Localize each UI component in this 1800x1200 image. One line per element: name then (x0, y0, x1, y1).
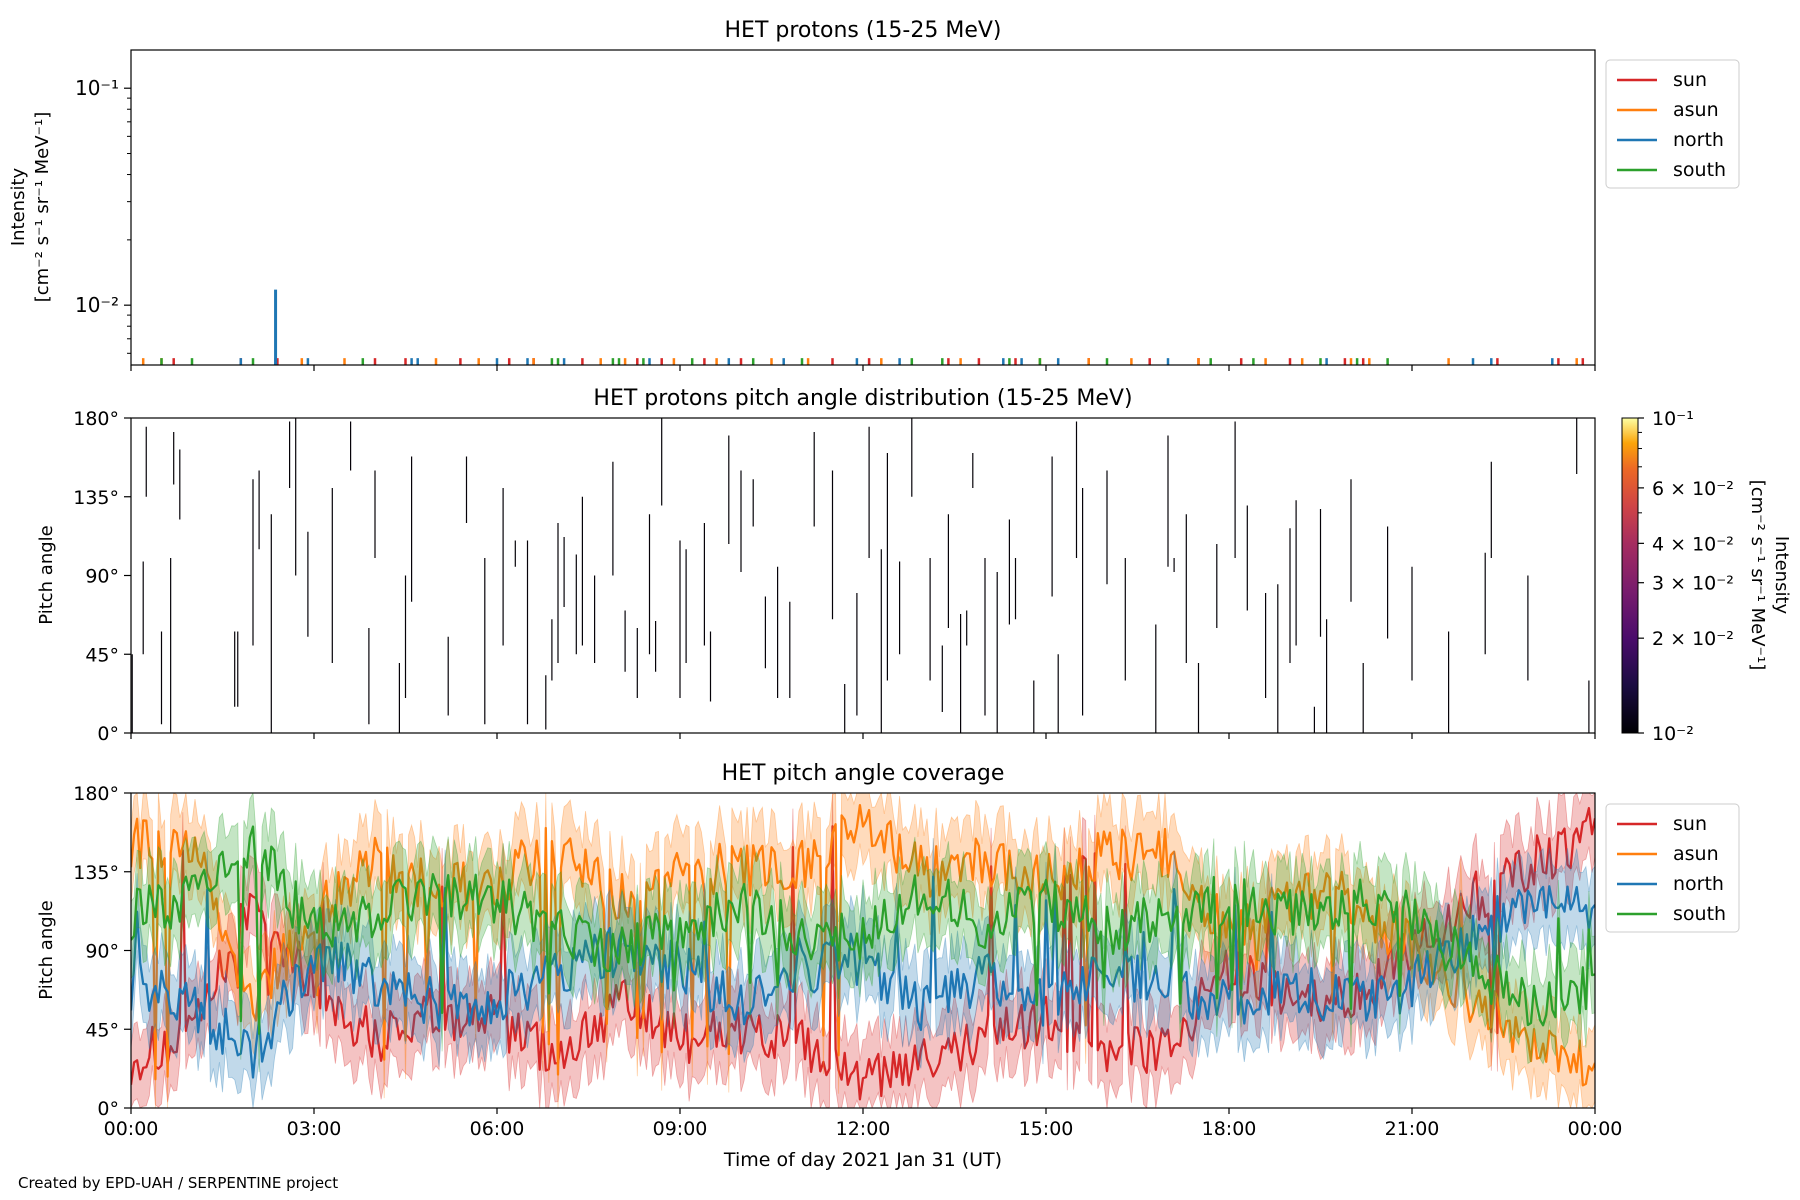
legend-label-south: south (1673, 159, 1726, 181)
x-tick-label-7: 21:00 (1385, 1118, 1440, 1140)
colorbar-tick-label-0: 10⁻² (1652, 723, 1694, 745)
credit-footer: Created by EPD-UAH / SERPENTINE project (18, 1174, 339, 1192)
legend-label-north: north (1673, 873, 1724, 895)
coverage-line-sun (131, 806, 1595, 1101)
pad-y-tick-label-4: 180° (73, 408, 119, 430)
legend-label-sun: sun (1673, 813, 1707, 835)
panel2-ylabel: Pitch angle (36, 525, 57, 624)
colorbar-gradient (1621, 417, 1639, 734)
x-tick-label-8: 00:00 (1568, 1118, 1623, 1140)
cov-y-tick-label-1: 45° (85, 1019, 119, 1041)
legend-label-asun: asun (1673, 843, 1719, 865)
cov-y-tick-label-2: 90° (85, 941, 119, 963)
legend-label-sun: sun (1673, 69, 1707, 91)
colorbar: 10⁻² 2 × 10⁻² 3 × 10⁻² 4 × 10⁻² 6 × 10⁻² 10⁻¹… (1621, 408, 1792, 745)
colorbar-tick-label-5: 10⁻¹ (1652, 408, 1694, 430)
pad-y-tick-label-3: 135° (73, 487, 119, 509)
coverage-line-asun (131, 803, 1595, 1087)
panel2-title: HET protons pitch angle distribution (15… (593, 386, 1132, 411)
colorbar-tick-label-1: 2 × 10⁻² (1652, 628, 1734, 650)
colorbar-label-line1: Intensity (1771, 536, 1792, 615)
panel3-legend: sun asun north south (1605, 803, 1740, 933)
x-tick-label-6: 18:00 (1202, 1118, 1257, 1140)
intensity-panel: HET protons (15-25 MeV) 10⁻² 10⁻¹ Intensi… (8, 18, 1740, 371)
panel1-ylabel-line1: Intensity (8, 167, 29, 246)
pad-y-tick-label-0: 0° (97, 723, 119, 745)
pad-panel: HET protons pitch angle distribution (15… (36, 386, 1792, 745)
y-tick-label-0: 10⁻² (75, 293, 119, 317)
coverage-panel: HET pitch angle coverage 0° 45° 90° 135° 180… (36, 761, 1740, 1171)
legend-label-north: north (1673, 129, 1724, 151)
cov-y-tick-label-3: 135° (73, 862, 119, 884)
x-tick-label-0: 00:00 (104, 1118, 159, 1140)
panel1-frame (130, 49, 1596, 366)
x-axis-label: Time of day 2021 Jan 31 (UT) (723, 1149, 1002, 1171)
colorbar-label-line2: [cm⁻² s⁻¹ sr⁻¹ MeV⁻¹] (1747, 480, 1768, 671)
x-tick-label-2: 06:00 (470, 1118, 525, 1140)
legend-box (1605, 59, 1740, 189)
coverage-line-south (131, 825, 1595, 1035)
colorbar-tick-label-4: 6 × 10⁻² (1652, 478, 1734, 500)
panel1-ylabel-line2: [cm⁻² s⁻¹ sr⁻¹ MeV⁻¹] (32, 112, 53, 303)
colorbar-tick-label-3: 4 × 10⁻² (1652, 533, 1734, 555)
coverage-band-north (131, 838, 1595, 1108)
y-tick-label-1: 10⁻¹ (75, 76, 119, 100)
x-tick-label-5: 15:00 (1019, 1118, 1074, 1140)
panel1-legend: sun asun north south (1605, 59, 1740, 189)
panel3-title: HET pitch angle coverage (722, 761, 1005, 786)
cov-y-tick-label-4: 180° (73, 783, 119, 805)
pad-y-tick-label-2: 90° (85, 566, 119, 588)
colorbar-tick-label-2: 3 × 10⁻² (1652, 573, 1734, 595)
legend-label-south: south (1673, 903, 1726, 925)
legend-label-asun: asun (1673, 99, 1719, 121)
pad-y-tick-label-1: 45° (85, 644, 119, 666)
x-tick-label-3: 09:00 (653, 1118, 708, 1140)
cov-y-tick-label-0: 0° (97, 1098, 119, 1120)
legend-box (1605, 803, 1740, 933)
panel1-title: HET protons (15-25 MeV) (725, 18, 1002, 43)
panel3-ylabel: Pitch angle (36, 900, 57, 999)
x-tick-label-1: 03:00 (287, 1118, 342, 1140)
x-tick-label-4: 12:00 (836, 1118, 891, 1140)
